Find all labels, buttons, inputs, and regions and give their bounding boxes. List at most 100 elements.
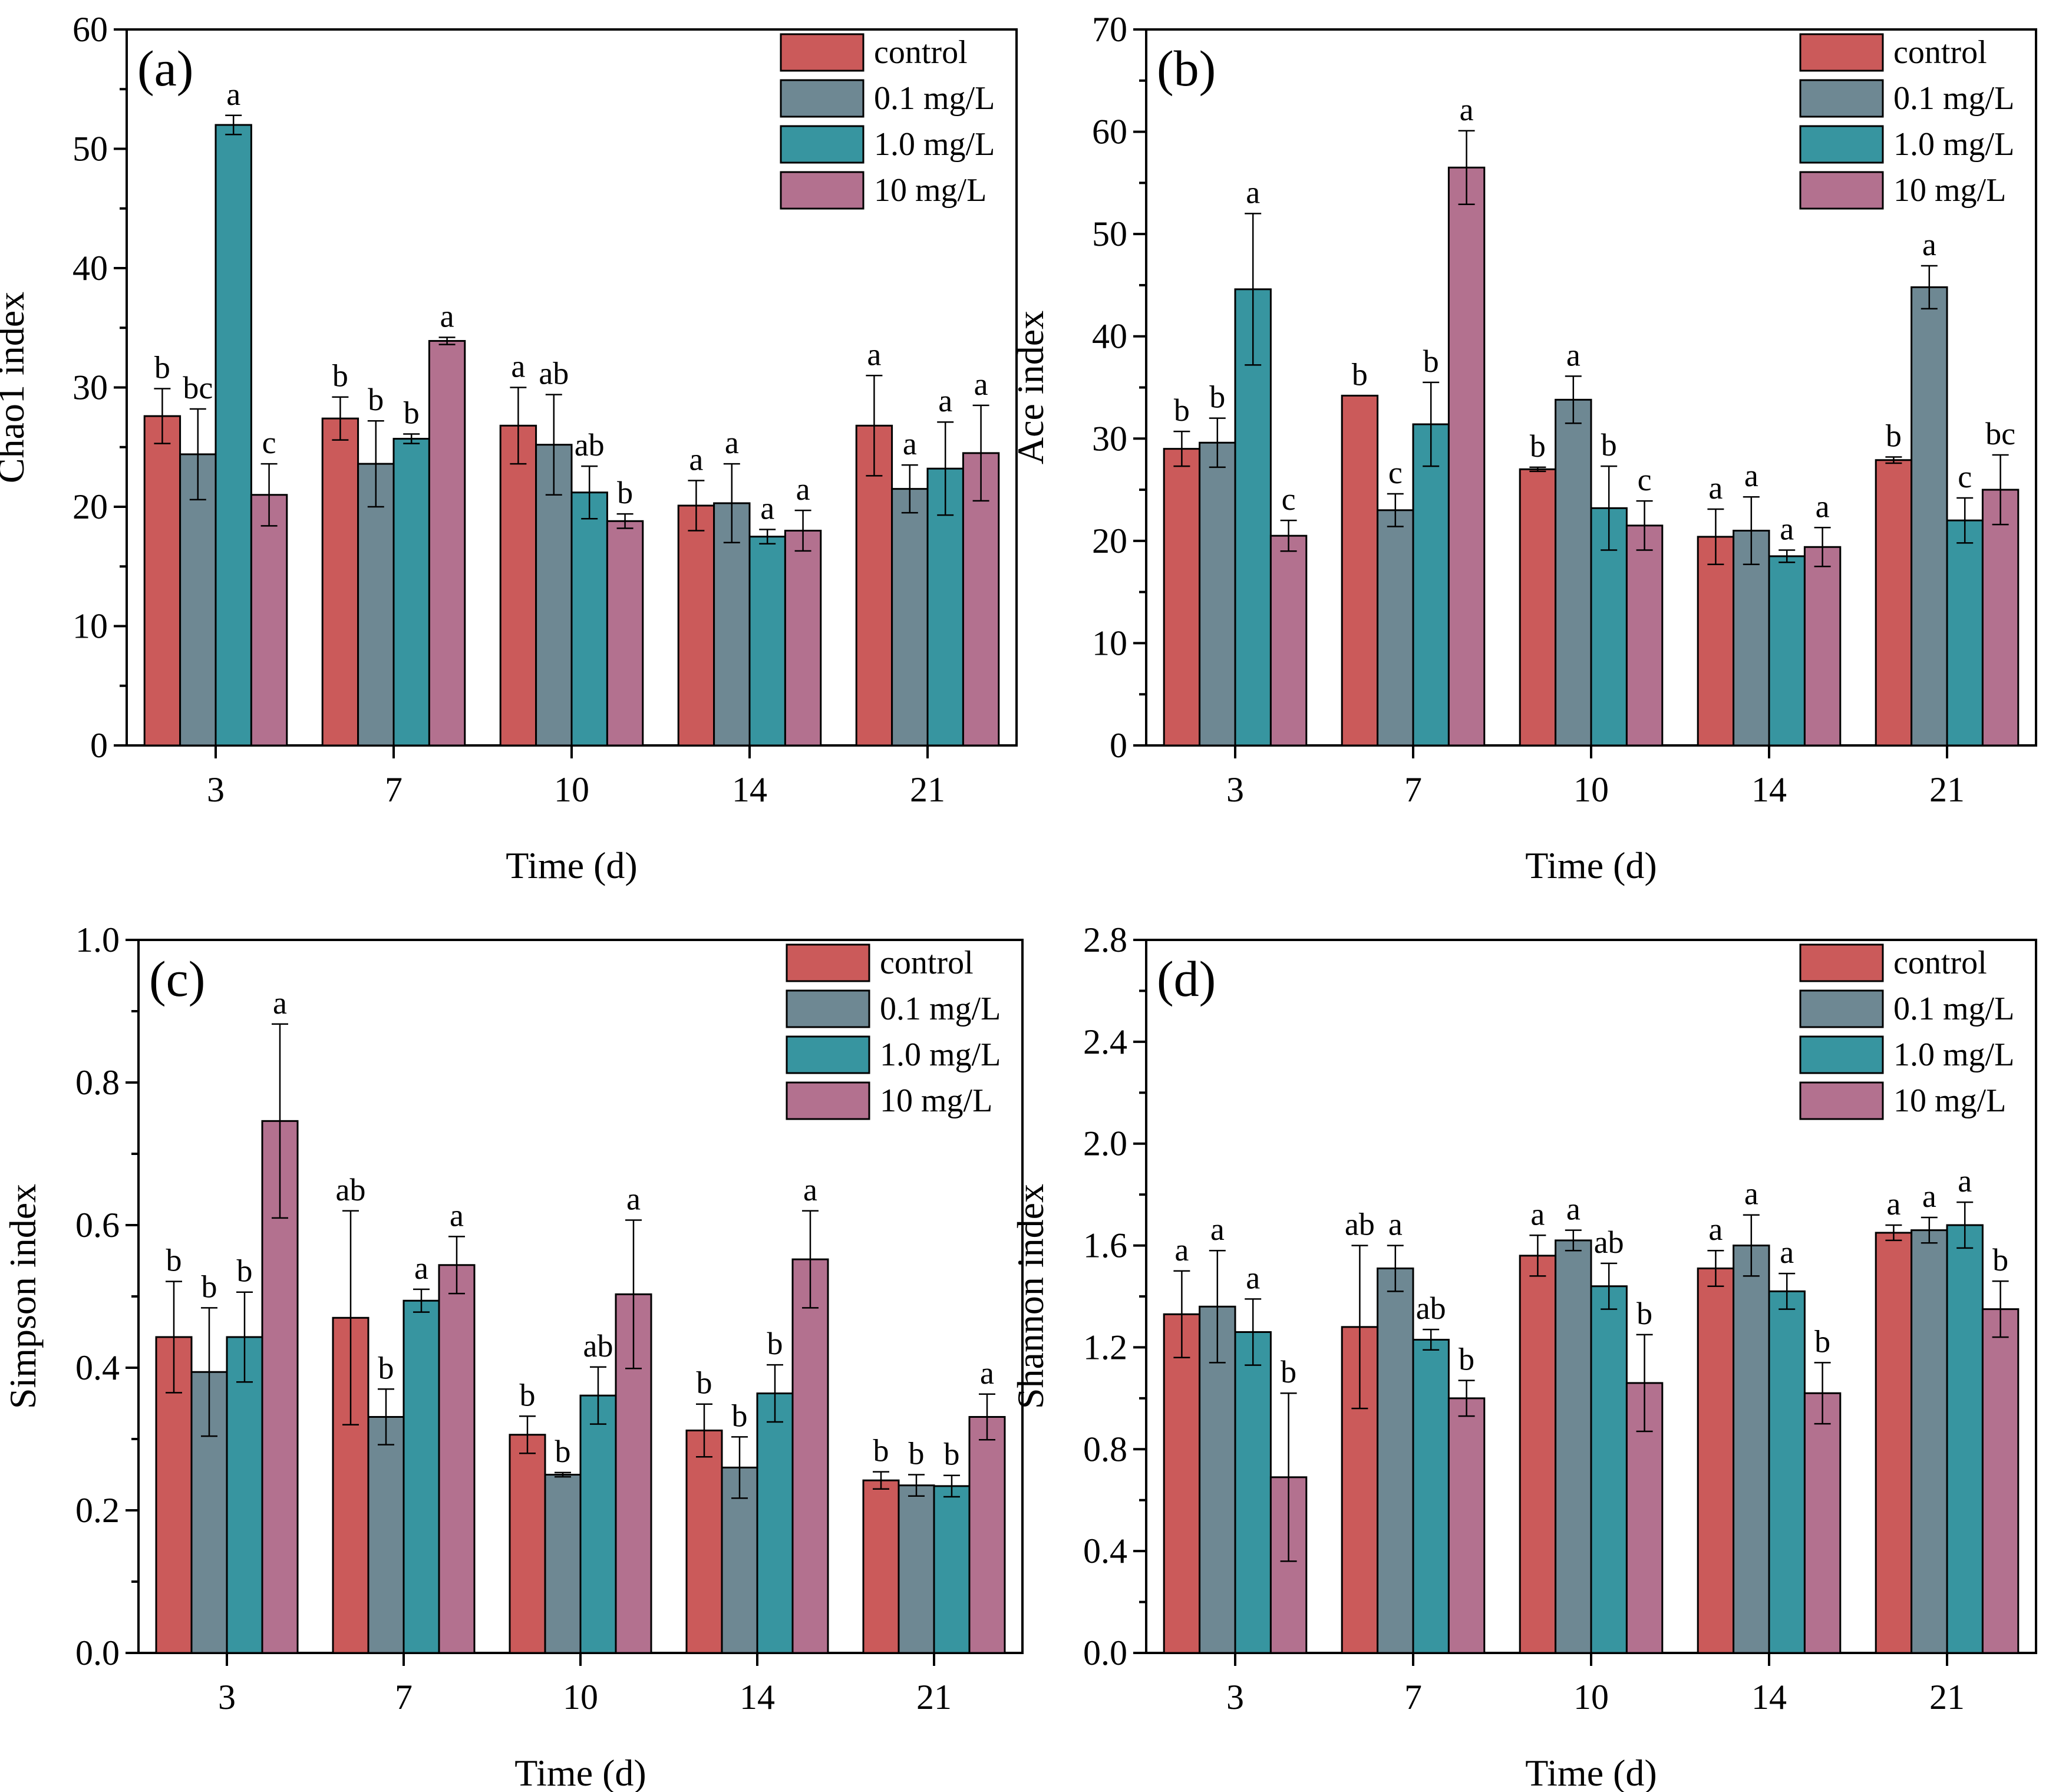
bar-dose-10-day-7	[1447, 166, 1486, 747]
bar-dose-10-day-21	[1981, 1308, 2020, 1654]
significance-letter: ab	[336, 1172, 366, 1207]
bar-dose-0-1-day-21	[1911, 286, 1948, 747]
significance-letter: a	[796, 471, 810, 507]
y-tick-label: 20	[1092, 522, 1127, 560]
bar-dose-1-0-day-7	[1412, 423, 1450, 747]
bar-dose-1-0-day-7	[402, 1299, 440, 1654]
y-tick-label: 60	[1092, 113, 1127, 151]
legend-label-dose-10: 10 mg/L	[880, 1083, 992, 1119]
x-axis-title: Time (d)	[514, 1752, 646, 1792]
legend-label-control: control	[1893, 945, 1987, 981]
legend-swatch-dose-10	[786, 1081, 870, 1120]
significance-letter: a	[1708, 470, 1723, 506]
panel-c-simpson-chart: 0.0 0.2 0.4 0.6 0.8 1.0 3 7 10 14 21 Time (d) Simpso…	[2, 920, 1024, 1792]
bar-dose-10-day-21	[962, 452, 1000, 747]
x-tick-label: 3	[1226, 1678, 1244, 1717]
significance-letter: b	[732, 1398, 748, 1433]
y-axis-title: Simpson index	[2, 1184, 44, 1409]
bar-dose-1-0-day-21	[1946, 1224, 1984, 1654]
significance-letter: b	[1352, 357, 1368, 392]
legend-label-control: control	[1893, 34, 1987, 71]
significance-letter: b	[944, 1437, 960, 1472]
significance-letter: a	[414, 1250, 428, 1286]
significance-letter: b	[1174, 392, 1190, 428]
significance-letter: a	[1388, 1207, 1403, 1242]
x-tick-label: 10	[554, 770, 589, 809]
legend-swatch-dose-1-0	[1799, 1035, 1884, 1074]
bar-control-day-7	[1341, 394, 1379, 747]
bar-dose-10-day-7	[1447, 1397, 1486, 1654]
bar-dose-10-day-3	[250, 494, 288, 747]
legend-label-dose-1-0: 1.0 mg/L	[874, 126, 995, 163]
legend-swatch-dose-0-1	[1799, 79, 1884, 118]
significance-letter: a	[1246, 174, 1260, 210]
significance-letter: b	[202, 1269, 217, 1304]
bar-dose-0-1-day-3	[1199, 1305, 1236, 1654]
panel-label: (c)	[149, 951, 205, 1007]
y-tick-label: 40	[72, 249, 108, 288]
bar-dose-1-0-day-3	[215, 124, 252, 747]
legend-label-dose-10: 10 mg/L	[874, 172, 986, 209]
significance-letter: b	[1281, 1354, 1296, 1390]
panel-b-ace-chart: 0 10 20 30 40 50 60 70 3 7 10 14 21 Time (d) Ace index…	[1009, 10, 2037, 886]
significance-letter: a	[1780, 511, 1794, 546]
bar-dose-1-0-day-14	[1768, 1290, 1806, 1654]
y-tick-label: 60	[72, 10, 108, 49]
x-tick-label: 3	[218, 1678, 236, 1717]
legend-swatch-dose-1-0	[1799, 125, 1884, 164]
legend-label-dose-1-0: 1.0 mg/L	[1893, 1037, 2014, 1073]
legend-swatch-dose-0-1	[786, 989, 870, 1028]
significance-letter: a	[1566, 1192, 1581, 1227]
significance-letter: a	[867, 336, 881, 372]
significance-letter: ab	[539, 356, 569, 391]
legend-swatch-dose-1-0	[786, 1035, 870, 1074]
significance-letter: a	[1744, 1176, 1758, 1212]
y-tick-label: 2.8	[1083, 920, 1127, 959]
bar-dose-0-1-day-14	[1733, 530, 1770, 747]
x-tick-label: 21	[1929, 770, 1965, 809]
x-tick-label: 7	[1404, 1678, 1422, 1717]
bar-control-day-10	[509, 1434, 546, 1654]
bar-dose-0-1-day-14	[1733, 1245, 1770, 1654]
significance-letter: a	[1816, 489, 1830, 524]
bar-dose-1-0-day-21	[933, 1485, 971, 1654]
y-tick-label: 70	[1092, 10, 1127, 49]
significance-letter: ab	[575, 427, 605, 463]
bar-dose-0-1-day-21	[898, 1484, 935, 1654]
bar-dose-10-day-21	[1981, 489, 2020, 747]
significance-letter: b	[1459, 1342, 1474, 1377]
y-tick-label: 20	[72, 487, 108, 526]
x-axis-title: Time (d)	[1525, 1752, 1657, 1792]
legend-label-dose-0-1: 0.1 mg/L	[874, 80, 995, 117]
y-tick-label: 0.8	[1083, 1430, 1127, 1468]
bar-dose-10-day-3	[1269, 534, 1308, 747]
x-tick-label: 3	[207, 770, 225, 809]
bar-control-day-3	[143, 415, 182, 747]
bar-dose-1-0-day-21	[1946, 519, 1984, 747]
y-axis-title: Chao1 index	[0, 292, 32, 483]
significance-letter: b	[1992, 1242, 2008, 1278]
x-tick-label: 14	[732, 770, 767, 809]
bar-dose-1-0-day-10	[579, 1394, 617, 1654]
y-tick-label: 50	[1092, 214, 1127, 253]
bar-dose-1-0-day-3	[1234, 288, 1272, 747]
significance-letter: a	[1922, 1179, 1936, 1214]
legend-swatch-control	[780, 33, 865, 72]
significance-letter: c	[262, 425, 276, 460]
y-tick-label: 2.4	[1083, 1022, 1127, 1061]
y-tick-label: 0	[90, 726, 108, 765]
legend-label-dose-10: 10 mg/L	[1893, 1083, 2006, 1119]
x-tick-label: 14	[1751, 770, 1787, 809]
panel-a-chao1-chart: 0 10 20 30 40 50 60 3 7 10 14 21 Time (d) Chao1 index…	[0, 10, 1018, 886]
bar-dose-10-day-7	[438, 1264, 476, 1654]
legend-swatch-dose-1-0	[780, 125, 865, 164]
bar-dose-1-0-day-10	[1590, 1285, 1628, 1654]
bar-dose-1-0-day-14	[756, 1392, 794, 1654]
bar-dose-1-0-day-7	[392, 438, 430, 747]
significance-letter: c	[1638, 462, 1652, 497]
legend-swatch-control	[1799, 33, 1884, 72]
y-tick-label: 1.0	[75, 920, 120, 959]
y-axis-title: Shannon index	[1009, 1184, 1051, 1409]
y-tick-label: 0.0	[75, 1633, 120, 1672]
significance-letter: a	[1174, 1232, 1189, 1268]
